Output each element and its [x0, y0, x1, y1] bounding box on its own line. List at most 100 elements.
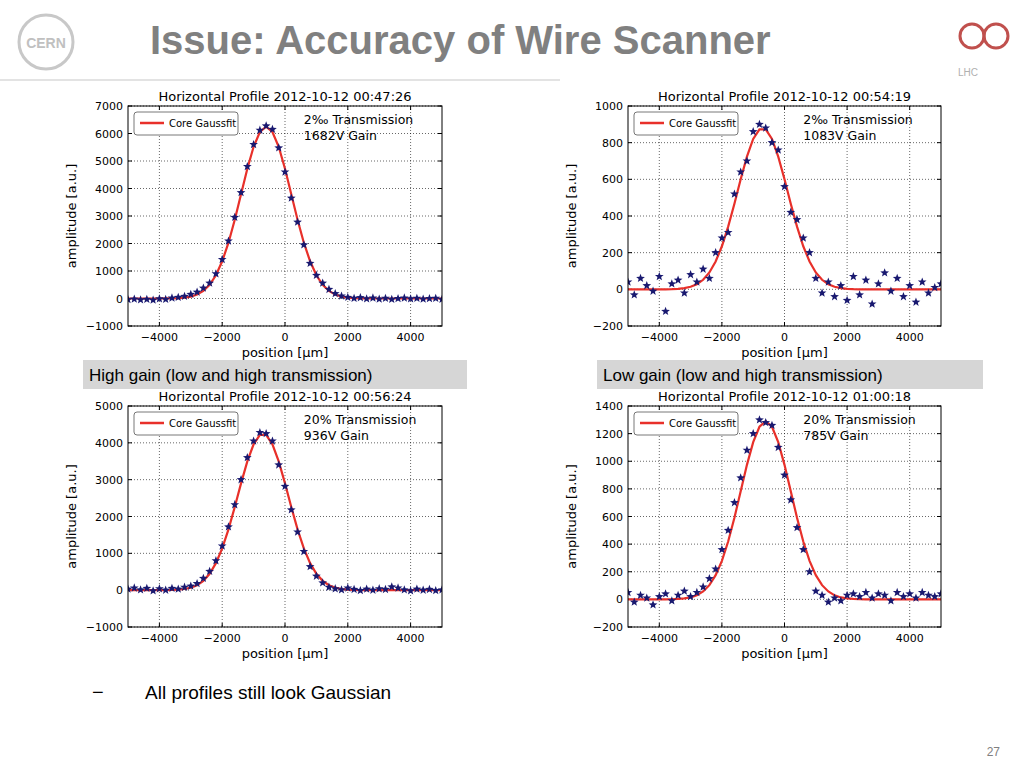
data-point [287, 505, 296, 513]
annotation: 1083V Gain [803, 128, 876, 143]
x-tick-label: 4000 [397, 632, 425, 645]
tick [410, 106, 411, 110]
data-point [805, 248, 814, 256]
data-point [768, 421, 777, 429]
tick [937, 461, 941, 462]
tick [659, 406, 660, 410]
data-point [661, 589, 670, 597]
tick [628, 488, 632, 489]
data-point [761, 123, 770, 131]
annotation: 936V Gain [304, 428, 369, 443]
y-tick-label: 1000 [95, 547, 123, 560]
tick [128, 516, 132, 517]
tick [128, 442, 132, 443]
grid-line [410, 406, 411, 627]
data-point [161, 295, 170, 303]
tick [847, 106, 848, 110]
chart: −20002004006008001000−4000−2000020004000… [564, 89, 945, 360]
data-point [356, 293, 365, 301]
plot-frame [128, 106, 442, 326]
data-point [836, 596, 845, 604]
legend: Core Gaussfit [134, 412, 238, 435]
logo-right-ring [984, 24, 1008, 48]
tick [222, 106, 223, 110]
logo-left: CERN [26, 35, 66, 51]
legend-swatch [140, 122, 164, 125]
data-point [155, 584, 164, 592]
x-tick-label: 0 [282, 331, 289, 344]
slide-title: Issue: Accuracy of Wire Scanner [150, 18, 771, 62]
slide: CERNIssue: Accuracy of Wire ScannerLHCHi… [0, 0, 1024, 768]
plot-frame [628, 106, 941, 326]
data-point [930, 283, 939, 291]
tick [628, 433, 632, 434]
grid-line [128, 216, 442, 217]
data-point [811, 586, 820, 594]
legend-swatch [140, 422, 164, 425]
x-tick-label: 4000 [397, 331, 425, 344]
data-point [218, 541, 227, 549]
data-point [630, 598, 639, 606]
data-point [642, 593, 651, 601]
data-point [306, 259, 315, 267]
grid-line [128, 188, 442, 189]
legend-box [134, 412, 238, 435]
logo-right: LHC [958, 67, 978, 78]
grid-line [628, 488, 941, 489]
tick [285, 106, 286, 110]
x-tick-label: −4000 [141, 331, 178, 344]
tick [628, 216, 632, 217]
tick [937, 516, 941, 517]
y-tick-label: 800 [602, 137, 623, 150]
data-point [880, 591, 889, 599]
data-point [168, 293, 177, 301]
data-point [674, 276, 683, 284]
data-point [649, 287, 658, 295]
chart-title: Horizontal Profile 2012-10-12 00:47:26 [158, 89, 411, 104]
tick [128, 216, 132, 217]
grid-line [721, 406, 722, 627]
y-tick-label: −200 [593, 320, 623, 333]
data-point [306, 562, 315, 570]
tick [285, 623, 286, 627]
annotation: 1682V Gain [304, 128, 377, 143]
tick [659, 623, 660, 627]
data-point [431, 294, 440, 302]
plot-frame [628, 406, 941, 627]
data-point [843, 296, 852, 304]
tick [909, 106, 910, 110]
grid-line [159, 106, 160, 326]
data-point [425, 585, 434, 593]
data-point [649, 600, 658, 608]
tick [721, 406, 722, 410]
fit-line [128, 127, 442, 299]
data-point [755, 415, 764, 423]
data-point [387, 295, 396, 303]
tick [347, 406, 348, 410]
tick [847, 406, 848, 410]
data-point [705, 574, 714, 582]
tick [937, 142, 941, 143]
y-tick-label: −1000 [86, 320, 123, 333]
data-point [642, 281, 651, 289]
grid-line [128, 243, 442, 244]
x-tick-label: −4000 [641, 632, 678, 645]
y-tick-label: −200 [593, 621, 623, 634]
data-point [375, 294, 384, 302]
tick [937, 571, 941, 572]
data-point [249, 140, 258, 148]
caption-box [597, 360, 983, 389]
y-tick-label: 1200 [595, 428, 623, 441]
data-point [749, 429, 758, 437]
data-point [174, 293, 183, 301]
data-point [655, 272, 664, 280]
data-point [761, 418, 770, 426]
data-point [667, 279, 676, 287]
tick [937, 488, 941, 489]
tick [784, 322, 785, 326]
data-point [274, 143, 283, 151]
legend-box [134, 112, 238, 135]
plot-background [128, 106, 442, 326]
data-point [636, 274, 645, 282]
data-point [268, 436, 277, 444]
